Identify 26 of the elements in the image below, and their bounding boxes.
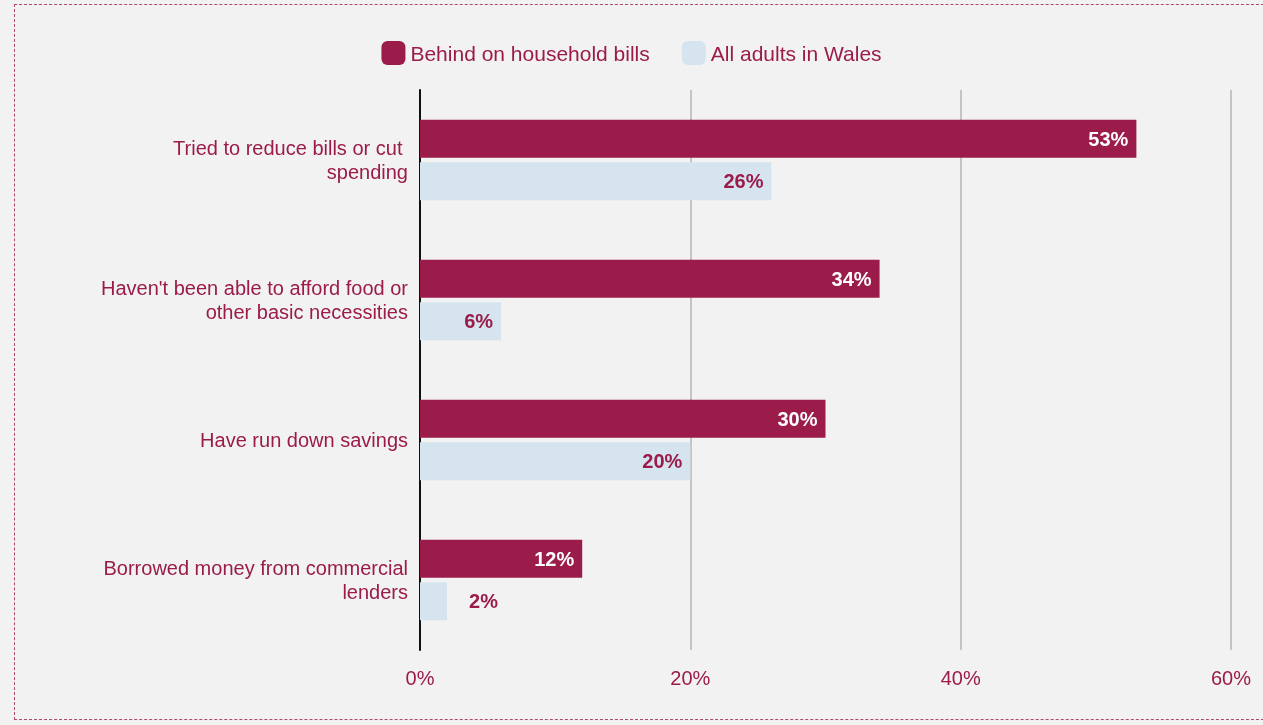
bar	[420, 539, 583, 578]
x-tick-label: 0%	[405, 667, 435, 689]
y-tick-label: Have run down savings	[200, 429, 408, 451]
legend-label: All adults in Wales	[710, 41, 882, 65]
legend-label: Behind on household bills	[410, 41, 650, 65]
bar	[420, 119, 1137, 158]
y-tick-label: Borrowed money from commercial lenders	[103, 557, 408, 603]
bar	[420, 302, 502, 341]
data-label: 30%	[777, 407, 818, 430]
data-label: 12%	[534, 547, 575, 570]
data-label: 26%	[723, 170, 764, 193]
data-label: 53%	[1088, 127, 1129, 150]
y-tick-label: Tried to reduce bills or cut spending	[173, 137, 408, 183]
data-label: 6%	[464, 310, 494, 333]
x-tick-label: 60%	[1210, 667, 1252, 689]
bar	[420, 162, 772, 201]
data-label: 20%	[642, 450, 683, 473]
bar	[420, 582, 448, 621]
bar	[420, 399, 826, 438]
x-tick-label: 20%	[670, 667, 711, 689]
data-label: 34%	[831, 267, 872, 290]
y-tick-label: Haven't been able to afford food or other basic necessities	[100, 277, 409, 323]
bar	[420, 259, 880, 298]
x-tick-label: 40%	[940, 667, 981, 689]
data-label: 2%	[469, 590, 499, 613]
bar	[420, 442, 691, 481]
